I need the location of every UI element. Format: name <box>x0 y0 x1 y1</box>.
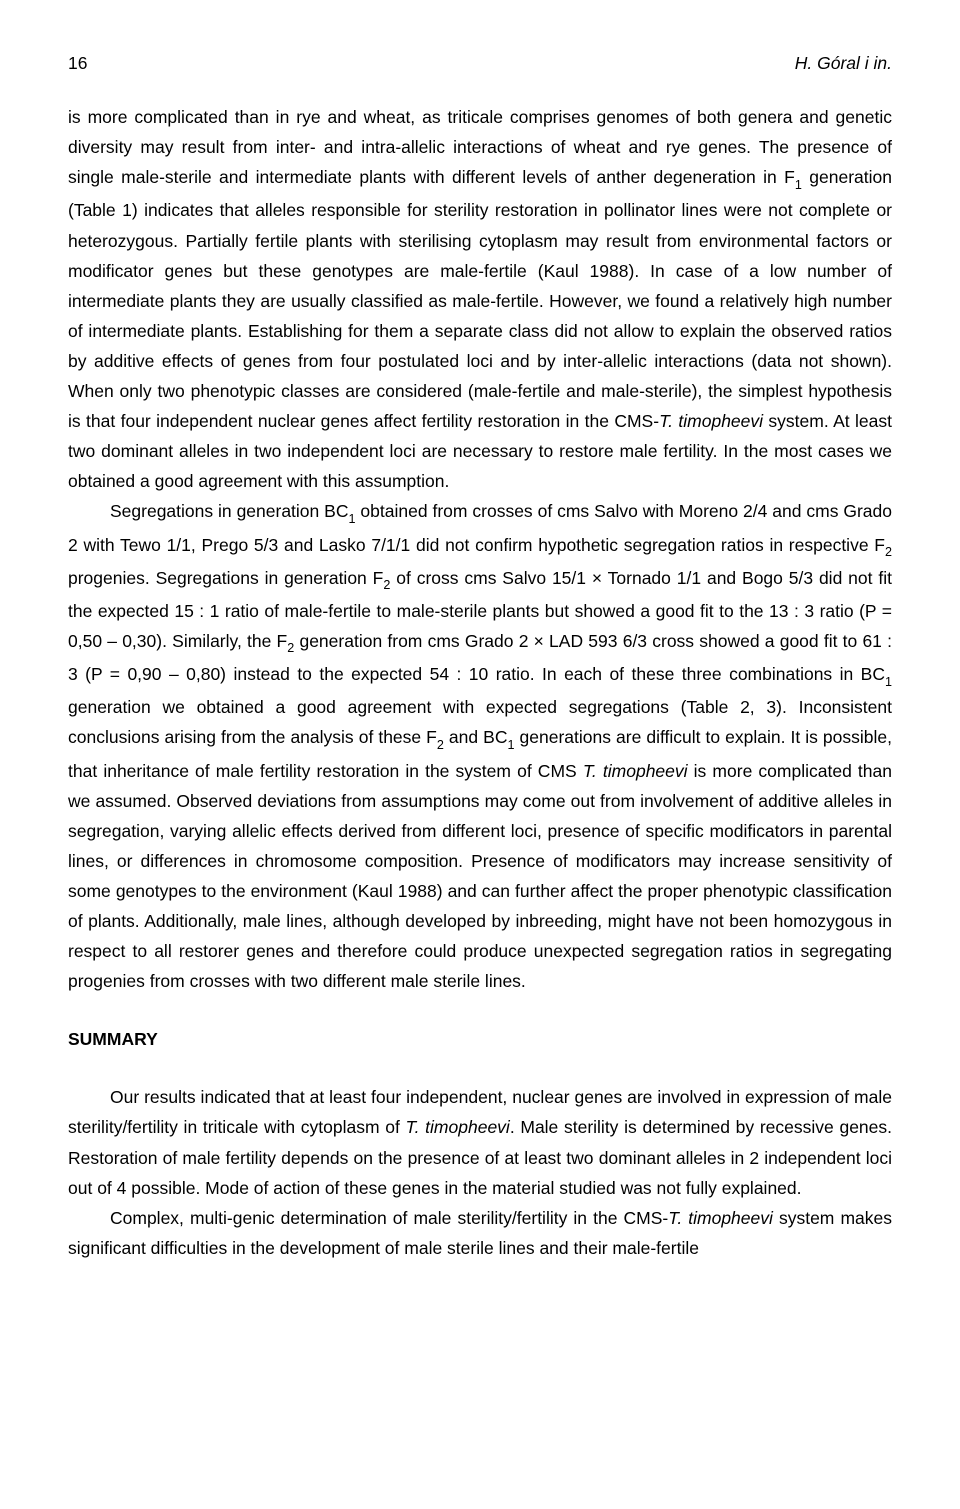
text-run: and BC <box>444 727 508 747</box>
paragraph-4: Complex, multi-genic determination of ma… <box>68 1203 892 1263</box>
subscript: 1 <box>885 675 892 689</box>
running-author: H. Góral i in. <box>795 48 892 78</box>
italic-term: T. timopheevi <box>583 761 688 781</box>
subscript: 1 <box>507 738 514 752</box>
text-run: Segregations in generation BC <box>110 501 349 521</box>
subscript: 2 <box>885 545 892 559</box>
subscript: 2 <box>383 578 390 592</box>
paragraph-1: is more complicated than in rye and whea… <box>68 102 892 496</box>
italic-term: T. timopheevi <box>406 1117 510 1137</box>
text-run: is more complicated than in rye and whea… <box>68 107 892 187</box>
page-number: 16 <box>68 48 87 78</box>
subscript: 2 <box>287 641 294 655</box>
summary-heading: SUMMARY <box>68 1024 892 1054</box>
text-run: generation (Table 1) indicates that alle… <box>68 167 892 431</box>
paragraph-3: Our results indicated that at least four… <box>68 1082 892 1202</box>
subscript: 2 <box>437 738 444 752</box>
text-run: Complex, multi-genic determination of ma… <box>110 1208 668 1228</box>
paragraph-2: Segregations in generation BC1 obtained … <box>68 496 892 996</box>
subscript: 1 <box>349 512 356 526</box>
text-run: is more complicated than we assumed. Obs… <box>68 761 892 992</box>
text-run: progenies. Segregations in generation F <box>68 568 383 588</box>
running-header: 16 H. Góral i in. <box>68 48 892 78</box>
italic-term: T. timopheevi <box>659 411 763 431</box>
subscript: 1 <box>795 178 802 192</box>
italic-term: T. timopheevi <box>668 1208 773 1228</box>
